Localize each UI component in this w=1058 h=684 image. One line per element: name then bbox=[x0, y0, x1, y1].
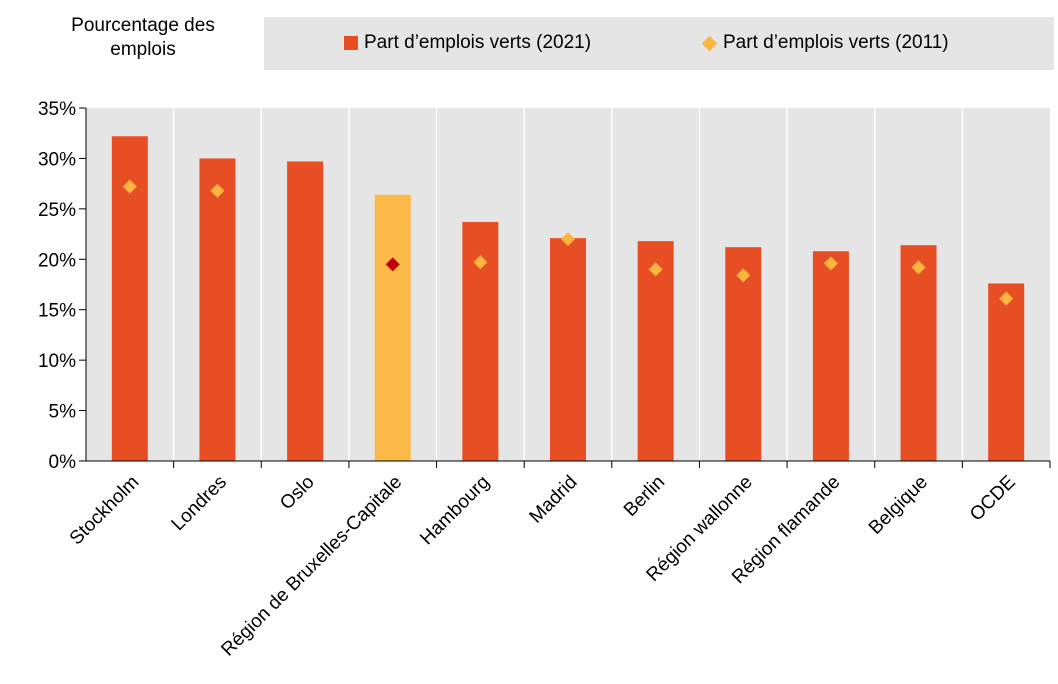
bar bbox=[287, 161, 324, 461]
legend-label-2011: Part d’emplois verts (2011) bbox=[723, 32, 949, 53]
legend-bar-swatch bbox=[344, 36, 358, 50]
legend-label-2021: Part d’emplois verts (2021) bbox=[364, 32, 592, 53]
marker-2011 bbox=[385, 257, 400, 272]
y-axis-title: Pourcentage des emplois bbox=[71, 15, 215, 60]
y-tick-label: 15% bbox=[38, 301, 76, 322]
marker-2011 bbox=[473, 255, 488, 270]
bar bbox=[199, 158, 236, 461]
bar bbox=[725, 247, 762, 461]
marker-2011 bbox=[561, 232, 575, 247]
bar bbox=[900, 245, 937, 461]
legend: Part d’emplois verts (2021) Part d’emplo… bbox=[264, 17, 1054, 70]
y-tick-label: 20% bbox=[38, 250, 76, 271]
x-tick-label: Hambourg bbox=[416, 472, 494, 550]
legend-item-2011: Part d’emplois verts (2011) bbox=[701, 32, 949, 54]
bar bbox=[812, 251, 849, 461]
y-tick-label: 10% bbox=[38, 351, 76, 372]
y-tick-label: 5% bbox=[49, 402, 77, 423]
y-tick-label: 0% bbox=[49, 452, 77, 473]
bar bbox=[374, 194, 411, 462]
marker-2011 bbox=[911, 260, 926, 275]
marker-2011 bbox=[210, 183, 225, 198]
x-tick-label: Région de Bruxelles-Capitale bbox=[217, 472, 406, 661]
marker-2011 bbox=[648, 262, 663, 277]
x-tick-label: Londres bbox=[168, 472, 231, 535]
x-tick-label: OCDE bbox=[966, 472, 1020, 526]
marker-2011 bbox=[736, 268, 751, 283]
marker-2011 bbox=[823, 256, 838, 271]
x-tick-label: Madrid bbox=[526, 472, 582, 528]
y-tick-label: 35% bbox=[38, 99, 76, 120]
marker-2011 bbox=[122, 179, 137, 194]
x-tick-label: Stockholm bbox=[66, 472, 144, 550]
bar bbox=[988, 283, 1025, 461]
x-tick-label: Berlin bbox=[620, 472, 669, 521]
x-tick-label: Oslo bbox=[276, 472, 318, 514]
x-tick-label: Belgique bbox=[865, 472, 932, 539]
y-tick-label: 25% bbox=[38, 200, 76, 221]
marker-2011 bbox=[999, 291, 1014, 306]
bar bbox=[637, 241, 674, 461]
legend-item-2021: Part d’emplois verts (2021) bbox=[344, 32, 591, 54]
bar bbox=[550, 238, 586, 461]
y-tick-label: 30% bbox=[38, 149, 76, 170]
